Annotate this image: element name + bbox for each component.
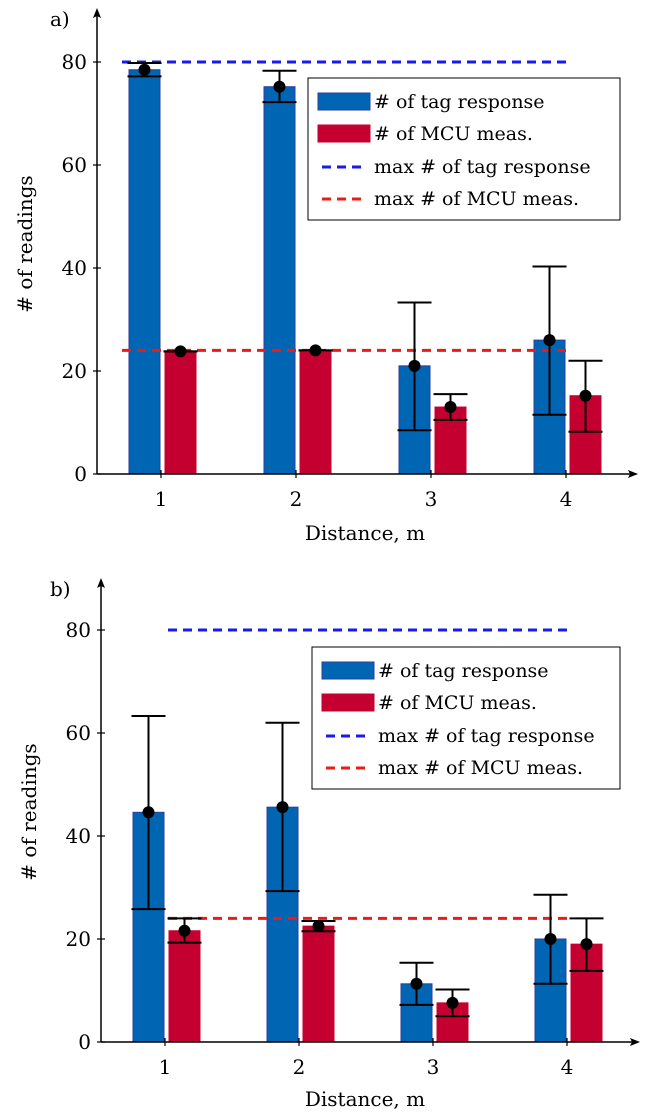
y-tick-label: 60 <box>66 721 91 745</box>
y-axis-arrow <box>93 8 101 18</box>
tag-response-mean-point-1 <box>142 806 155 819</box>
mcu-meas-bar-1 <box>168 930 201 1043</box>
x-tick-label: 3 <box>425 487 438 511</box>
legend-label: max # of tag response <box>378 725 595 747</box>
y-tick-label: 80 <box>66 618 91 642</box>
y-tick-label: 20 <box>66 927 91 951</box>
mcu-meas-mean-point-4 <box>580 938 593 951</box>
panel-label: a) <box>50 7 70 31</box>
y-tick-label: 40 <box>66 824 91 848</box>
mcu-meas-bar-2 <box>299 349 332 475</box>
y-tick-label: 20 <box>62 359 87 383</box>
legend-label: # of tag response <box>378 660 549 682</box>
y-tick-label: 60 <box>62 153 87 177</box>
legend: # of tag response # of MCU meas. max # of … <box>311 646 621 790</box>
panel-label: b) <box>50 577 71 601</box>
legend-label: # of MCU meas. <box>378 692 537 714</box>
mcu-meas-bar-1 <box>164 350 197 475</box>
tag-response-mean-point-2 <box>276 801 289 814</box>
y-tick-label: 0 <box>78 1030 91 1054</box>
legend-label: max # of tag response <box>374 156 591 178</box>
mcu-meas-mean-point-2 <box>309 344 322 357</box>
legend-swatch-tag-response <box>317 92 371 111</box>
tag-response-mean-point-4 <box>543 334 556 347</box>
mcu-meas-mean-point-2 <box>312 920 325 933</box>
mcu-meas-mean-point-4 <box>579 389 592 402</box>
legend-swatch-mcu-meas <box>317 124 371 143</box>
tag-response-mean-point-3 <box>410 977 423 990</box>
x-tick-label: 2 <box>290 487 303 511</box>
legend-label: max # of MCU meas. <box>378 757 583 779</box>
tag-response-mean-point-3 <box>408 359 421 372</box>
legend: # of tag response # of MCU meas. max # of … <box>307 77 621 221</box>
legend-swatch-mcu-meas <box>321 693 375 712</box>
x-tick-label: 3 <box>427 1055 440 1079</box>
mcu-meas-mean-point-3 <box>446 996 459 1009</box>
y-tick-label: 80 <box>62 50 87 74</box>
x-axis-arrow <box>630 1038 640 1046</box>
mcu-meas-bar-2 <box>302 925 335 1043</box>
legend-label: # of MCU meas. <box>374 123 533 145</box>
x-tick-label: 4 <box>560 487 573 511</box>
x-axis-title: Distance, m <box>305 521 425 545</box>
y-axis-arrow <box>97 578 105 588</box>
x-tick-label: 1 <box>155 487 168 511</box>
chart-panel-a: a) 0 20 40 60 80 1 2 3 4 Distance, m # of readings #… <box>13 7 638 545</box>
mcu-meas-bar-4 <box>569 395 602 475</box>
x-axis-title: Distance, m <box>305 1087 425 1111</box>
x-tick-label: 4 <box>561 1055 574 1079</box>
tag-response-bar-1 <box>128 69 161 475</box>
y-axis-title: # of readings <box>13 175 37 312</box>
y-tick-label: 40 <box>62 256 87 280</box>
legend-label: # of tag response <box>374 91 545 113</box>
y-tick-label: 0 <box>74 462 87 486</box>
y-axis-title: # of readings <box>17 743 41 880</box>
x-axis-arrow <box>628 470 638 478</box>
tag-response-mean-point-4 <box>544 933 557 945</box>
chart-panel-b: b) 0 20 40 60 80 1 2 3 4 Distance, m # of readings #… <box>17 577 640 1111</box>
legend-swatch-tag-response <box>321 661 375 680</box>
tag-response-bar-2 <box>263 86 296 475</box>
mcu-meas-mean-point-1 <box>178 924 191 937</box>
legend-label: max # of MCU meas. <box>374 188 579 210</box>
tag-response-mean-point-2 <box>273 80 286 93</box>
tag-response-mean-point-1 <box>138 63 151 76</box>
x-tick-label: 1 <box>159 1055 172 1079</box>
x-tick-label: 2 <box>293 1055 306 1079</box>
mcu-meas-mean-point-1 <box>174 345 187 358</box>
mcu-meas-mean-point-3 <box>444 401 457 414</box>
